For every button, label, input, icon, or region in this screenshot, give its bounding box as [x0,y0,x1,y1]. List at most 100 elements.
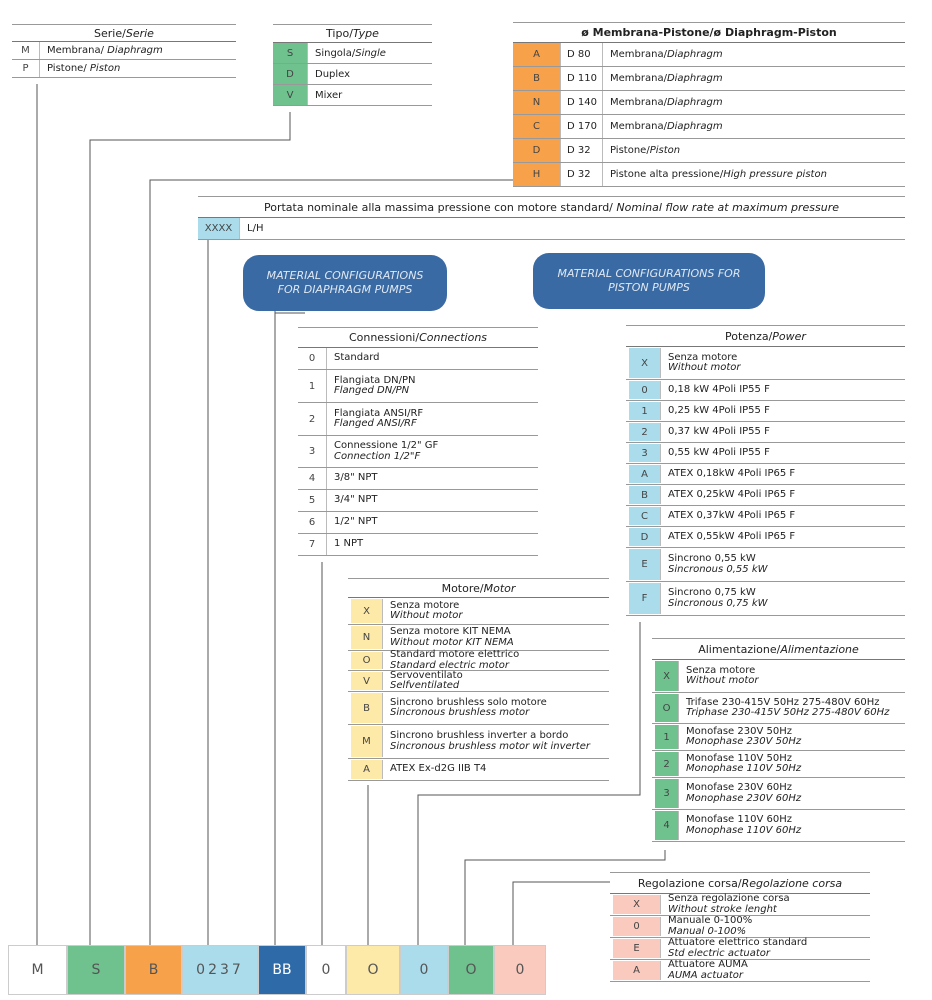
code-cell: M [351,726,383,757]
description: 3/8" NPT [327,468,378,489]
description-it: L/H [247,223,264,234]
description-en: Selfventilated [390,680,460,691]
description-it: Flangiata DN/PN [334,374,416,386]
code-cell: C [513,115,561,138]
description: 1 NPT [327,534,363,555]
code-cell: A [613,961,661,980]
table-row: B Sincrono brushless solo motore Sincronou… [348,692,609,725]
description-en: Sincronous brushless motor wit inverter [390,740,590,752]
table-header: Motore/Motor [348,578,609,598]
table-row: A Attuatore AUMA AUMA actuator [610,959,870,982]
code-cell: S [273,43,308,63]
code-cell: P [12,60,40,77]
description-en: Sincronous brushless motor [390,707,530,718]
table-row: X Senza motore Without motor [626,347,905,380]
table-header: Alimentazione/Alimentazione [652,638,905,660]
code-cell: N [351,626,383,649]
code-segment: M [8,945,67,995]
table-header: ø Membrana-Pistone/ø Diaphragm-Piston [513,22,905,43]
table-row: E Sincrono 0,55 kW Sincronous 0,55 kW [626,548,905,582]
description-en: Diaphragm [666,121,723,132]
code-cell: V [351,672,383,690]
table-header: Connessioni/Connections [298,327,538,348]
table-row: V Mixer [273,85,432,106]
code-cell: 6 [298,512,327,533]
description-it: Senza motore [390,599,460,611]
table-row: S Singola/Single [273,43,432,64]
code-cell: H [513,163,561,186]
table-row: X Senza motore Without motor [652,660,905,693]
table-row: 1 0,25 kW 4Poli IP55 F [626,401,905,422]
code-cell: 3 [298,436,327,467]
config-button[interactable]: MATERIAL CONFIGURATIONS FOR PISTON PUMPS [533,253,765,309]
table: ø Membrana-Pistone/ø Diaphragm-Piston A D … [513,22,905,187]
code-cell: X [655,661,679,691]
description-it: Attuatore elettrico standard [668,937,808,948]
description-it: Monofase 230V 60Hz [686,782,792,793]
size-cell: D 32 [561,139,603,162]
description-it: Trifase 230-415V 50Hz 275-480V 60Hz [686,696,880,708]
description-it: Standard motore elettrico [390,649,520,660]
description-it: Mixer [315,89,343,101]
table-row: M Sincrono brushless inverter a bordo Sinc… [348,725,609,759]
description: Membrana/Diaphragm [603,67,723,90]
description-en: Connection 1/2"F [334,450,421,462]
description-en: Sincronous 0,75 kW [668,597,768,609]
header-text: Type [352,27,379,40]
table-row: D Duplex [273,64,432,85]
description: Sincrono brushless inverter a bordo Sincr… [383,725,590,758]
description: Flangiata ANSI/RF Flanged ANSI/RF [327,403,423,435]
table-row: 2 0,37 kW 4Poli IP55 F [626,422,905,443]
code-cell: X [613,895,661,914]
description-it: Pistone/ [47,63,90,74]
table-row: X Senza regolazione corsa Without stroke l… [610,893,870,916]
header-text: Regolazione corsa [741,876,843,890]
table-row: D ATEX 0,55kW 4Poli IP65 F [626,527,905,548]
description: 1/2" NPT [327,512,378,533]
code-cell: 4 [298,468,327,489]
config-button[interactable]: MATERIAL CONFIGURATIONS FOR DIAPHRAGM PU… [243,255,447,311]
description-en: Without motor [686,675,759,686]
description-it: 0,18 kW 4Poli IP55 F [668,383,770,395]
description: Flangiata DN/PN Flanged DN/PN [327,370,416,402]
description: Membrana/Diaphragm [603,43,723,66]
table-row: O Trifase 230-415V 50Hz 275-480V 60Hz Trip… [652,693,905,724]
description-en: Monophase 110V 60Hz [686,824,802,836]
table-row: 0 Manuale 0-100% Manual 0-100% [610,915,870,938]
description-it: Servoventilato [390,669,463,681]
description-en: Flanged ANSI/RF [334,418,417,429]
description-it: Connessione 1/2" GF [334,440,439,451]
code-segment: O [346,945,400,995]
description-en: Triphase 230-415V 50Hz 275-480V 60Hz [686,707,890,718]
description: Membrana/Diaphragm [603,91,723,114]
description: Mixer [308,85,342,105]
description-it: Pistone/ [610,145,650,156]
description: Monofase 230V 50Hz Monophase 230V 50Hz [679,724,801,750]
table-row: P Pistone/ Piston [12,60,236,78]
description-en: Manual 0-100% [668,925,747,937]
description-it: Membrana/ [610,97,667,108]
table-header: Potenza/Power [626,325,905,347]
description-it: ATEX 0,37kW 4Poli IP65 F [668,509,796,521]
description-en: Without motor [390,610,463,621]
description-it: Membrana/ [610,121,667,132]
code-cell: D [273,64,308,84]
description-it: 3/4" NPT [334,494,378,506]
code-cell: D [513,139,561,162]
code-cell: 5 [298,490,327,511]
description: Membrana/ Diaphragm [40,42,163,59]
description-it: Sincrono brushless solo motore [390,696,547,708]
description-it: ATEX 0,25kW 4Poli IP65 F [668,488,796,500]
table: Connessioni/Connections 0 Standard 1 Flangia… [298,327,538,556]
table-header: Regolazione corsa/Regolazione corsa [610,872,870,894]
description-it: ATEX Ex-d2G IIB T4 [390,763,487,775]
description: Pistone/Piston [603,139,680,162]
description: Duplex [308,64,350,84]
code-cell: 1 [655,725,679,749]
table-row: 0 Standard [298,348,538,370]
code-cell: V [273,85,308,105]
table: Motore/Motor X Senza motore Without motor N S… [348,578,609,781]
